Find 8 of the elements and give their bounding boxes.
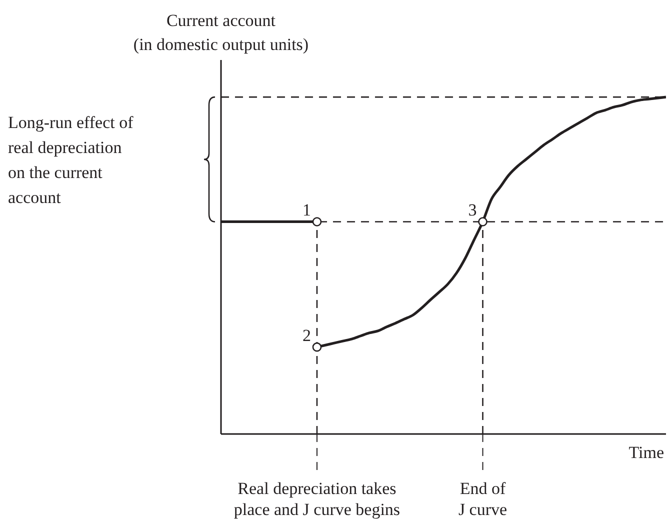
annotation: 3 — [468, 200, 477, 220]
text: Long-run effect of real depreciation on the current account — [8, 112, 134, 207]
x-axis-title: Time — [628, 443, 664, 462]
x-tick-label: End of J curve — [458, 479, 508, 519]
annotation: 2 — [302, 326, 311, 346]
annotation: 1 — [302, 200, 311, 220]
x-tick-label: Real depreciation takes place and J curve begins — [234, 479, 400, 519]
y-axis-title: Current account (in domestic output units) — [133, 11, 309, 54]
